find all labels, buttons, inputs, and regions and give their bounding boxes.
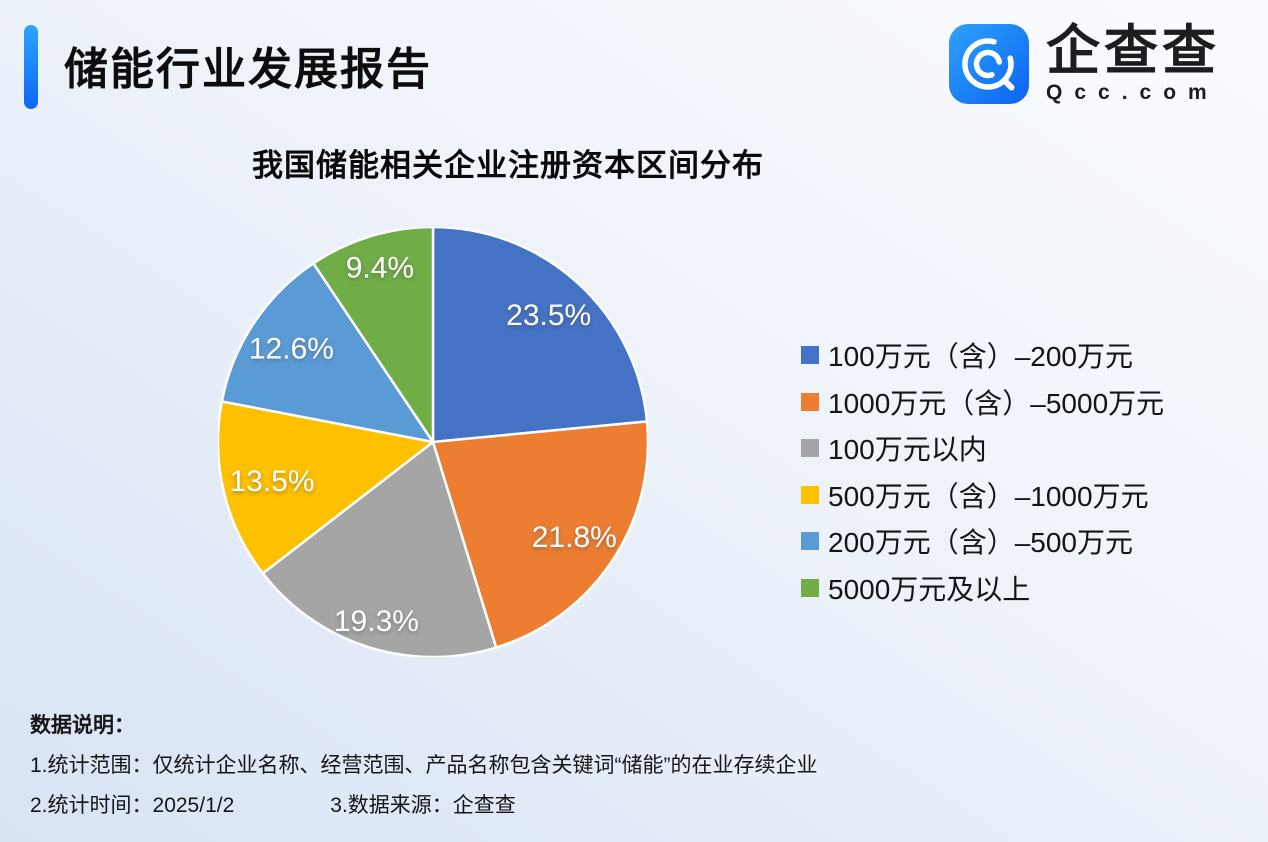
legend-swatch [801,392,819,411]
footer-notes: 数据说明： 1.统计范围：仅统计企业名称、经营范围、产品名称包含关键词“储能”的… [30,712,818,820]
pie-slice-4 [218,400,435,575]
legend-item: 500万元（含）–1000万元 [801,472,1164,519]
pie-slice-1 [431,227,648,444]
legend-swatch [801,346,819,365]
qcc-logo: 企查查 Qcc.com [948,22,1220,106]
legend-swatch [801,439,819,458]
legend-label: 5000万元及以上 [828,573,1031,605]
chart-title: 我国储能相关企业注册资本区间分布 [252,148,764,183]
legend-label: 200万元（含）–500万元 [828,527,1134,559]
pie-slice-label: 13.5% [229,465,314,498]
legend-label: 500万元（含）–1000万元 [828,480,1149,512]
legend: 100万元（含）–200万元 1000万元（含）–5000万元 100万元以内 500… [801,332,1164,611]
legend-item: 100万元以内 [801,425,1164,472]
legend-swatch [801,532,819,551]
legend-item: 100万元（含）–200万元 [801,332,1164,379]
pie-slice-3 [261,440,498,657]
pie-chart: 23.5% 21.8% 19.3% 13.5% 12.6% 9.4% [218,227,648,657]
report-title: 储能行业发展报告 [64,45,432,94]
legend-label: 1000万元（含）–5000万元 [828,387,1165,419]
legend-item: 200万元（含）–500万元 [801,518,1164,565]
legend-label: 100万元以内 [828,434,987,466]
pie-slice-6 [312,227,435,444]
footer-note-source: 3.数据来源：企查查 [330,794,516,817]
pie-slice-label: 12.6% [249,333,334,366]
qcc-magnifier-icon [949,24,1029,104]
pie-slice-label: 19.3% [334,605,419,638]
qcc-name-cn: 企查查 [1046,20,1220,81]
pie-slice-2 [431,420,648,649]
qcc-name-en: Qcc.com [1046,81,1219,105]
pie-slice-label: 23.5% [506,299,591,332]
footer-note-scope: 1.统计范围：仅统计企业名称、经营范围、产品名称包含关键词“储能”的在业存续企业 [30,754,818,777]
title-accent-bar [24,25,38,109]
qcc-logo-text: 企查查 Qcc.com [1046,20,1220,106]
pie-slice-label: 21.8% [532,521,617,554]
pie-slice-5 [220,262,435,444]
legend-swatch [801,485,819,504]
legend-item: 5000万元及以上 [801,565,1164,612]
footer-heading: 数据说明： [30,714,135,737]
footer-note-time: 2.统计时间：2025/1/2 [30,794,235,817]
footer-note-meta: 2.统计时间：2025/1/2 3.数据来源：企查查 [30,792,818,820]
legend-label: 100万元（含）–200万元 [828,341,1134,373]
legend-item: 1000万元（含）–5000万元 [801,379,1164,426]
pie-slice-label: 9.4% [346,252,414,285]
legend-swatch [801,578,819,597]
